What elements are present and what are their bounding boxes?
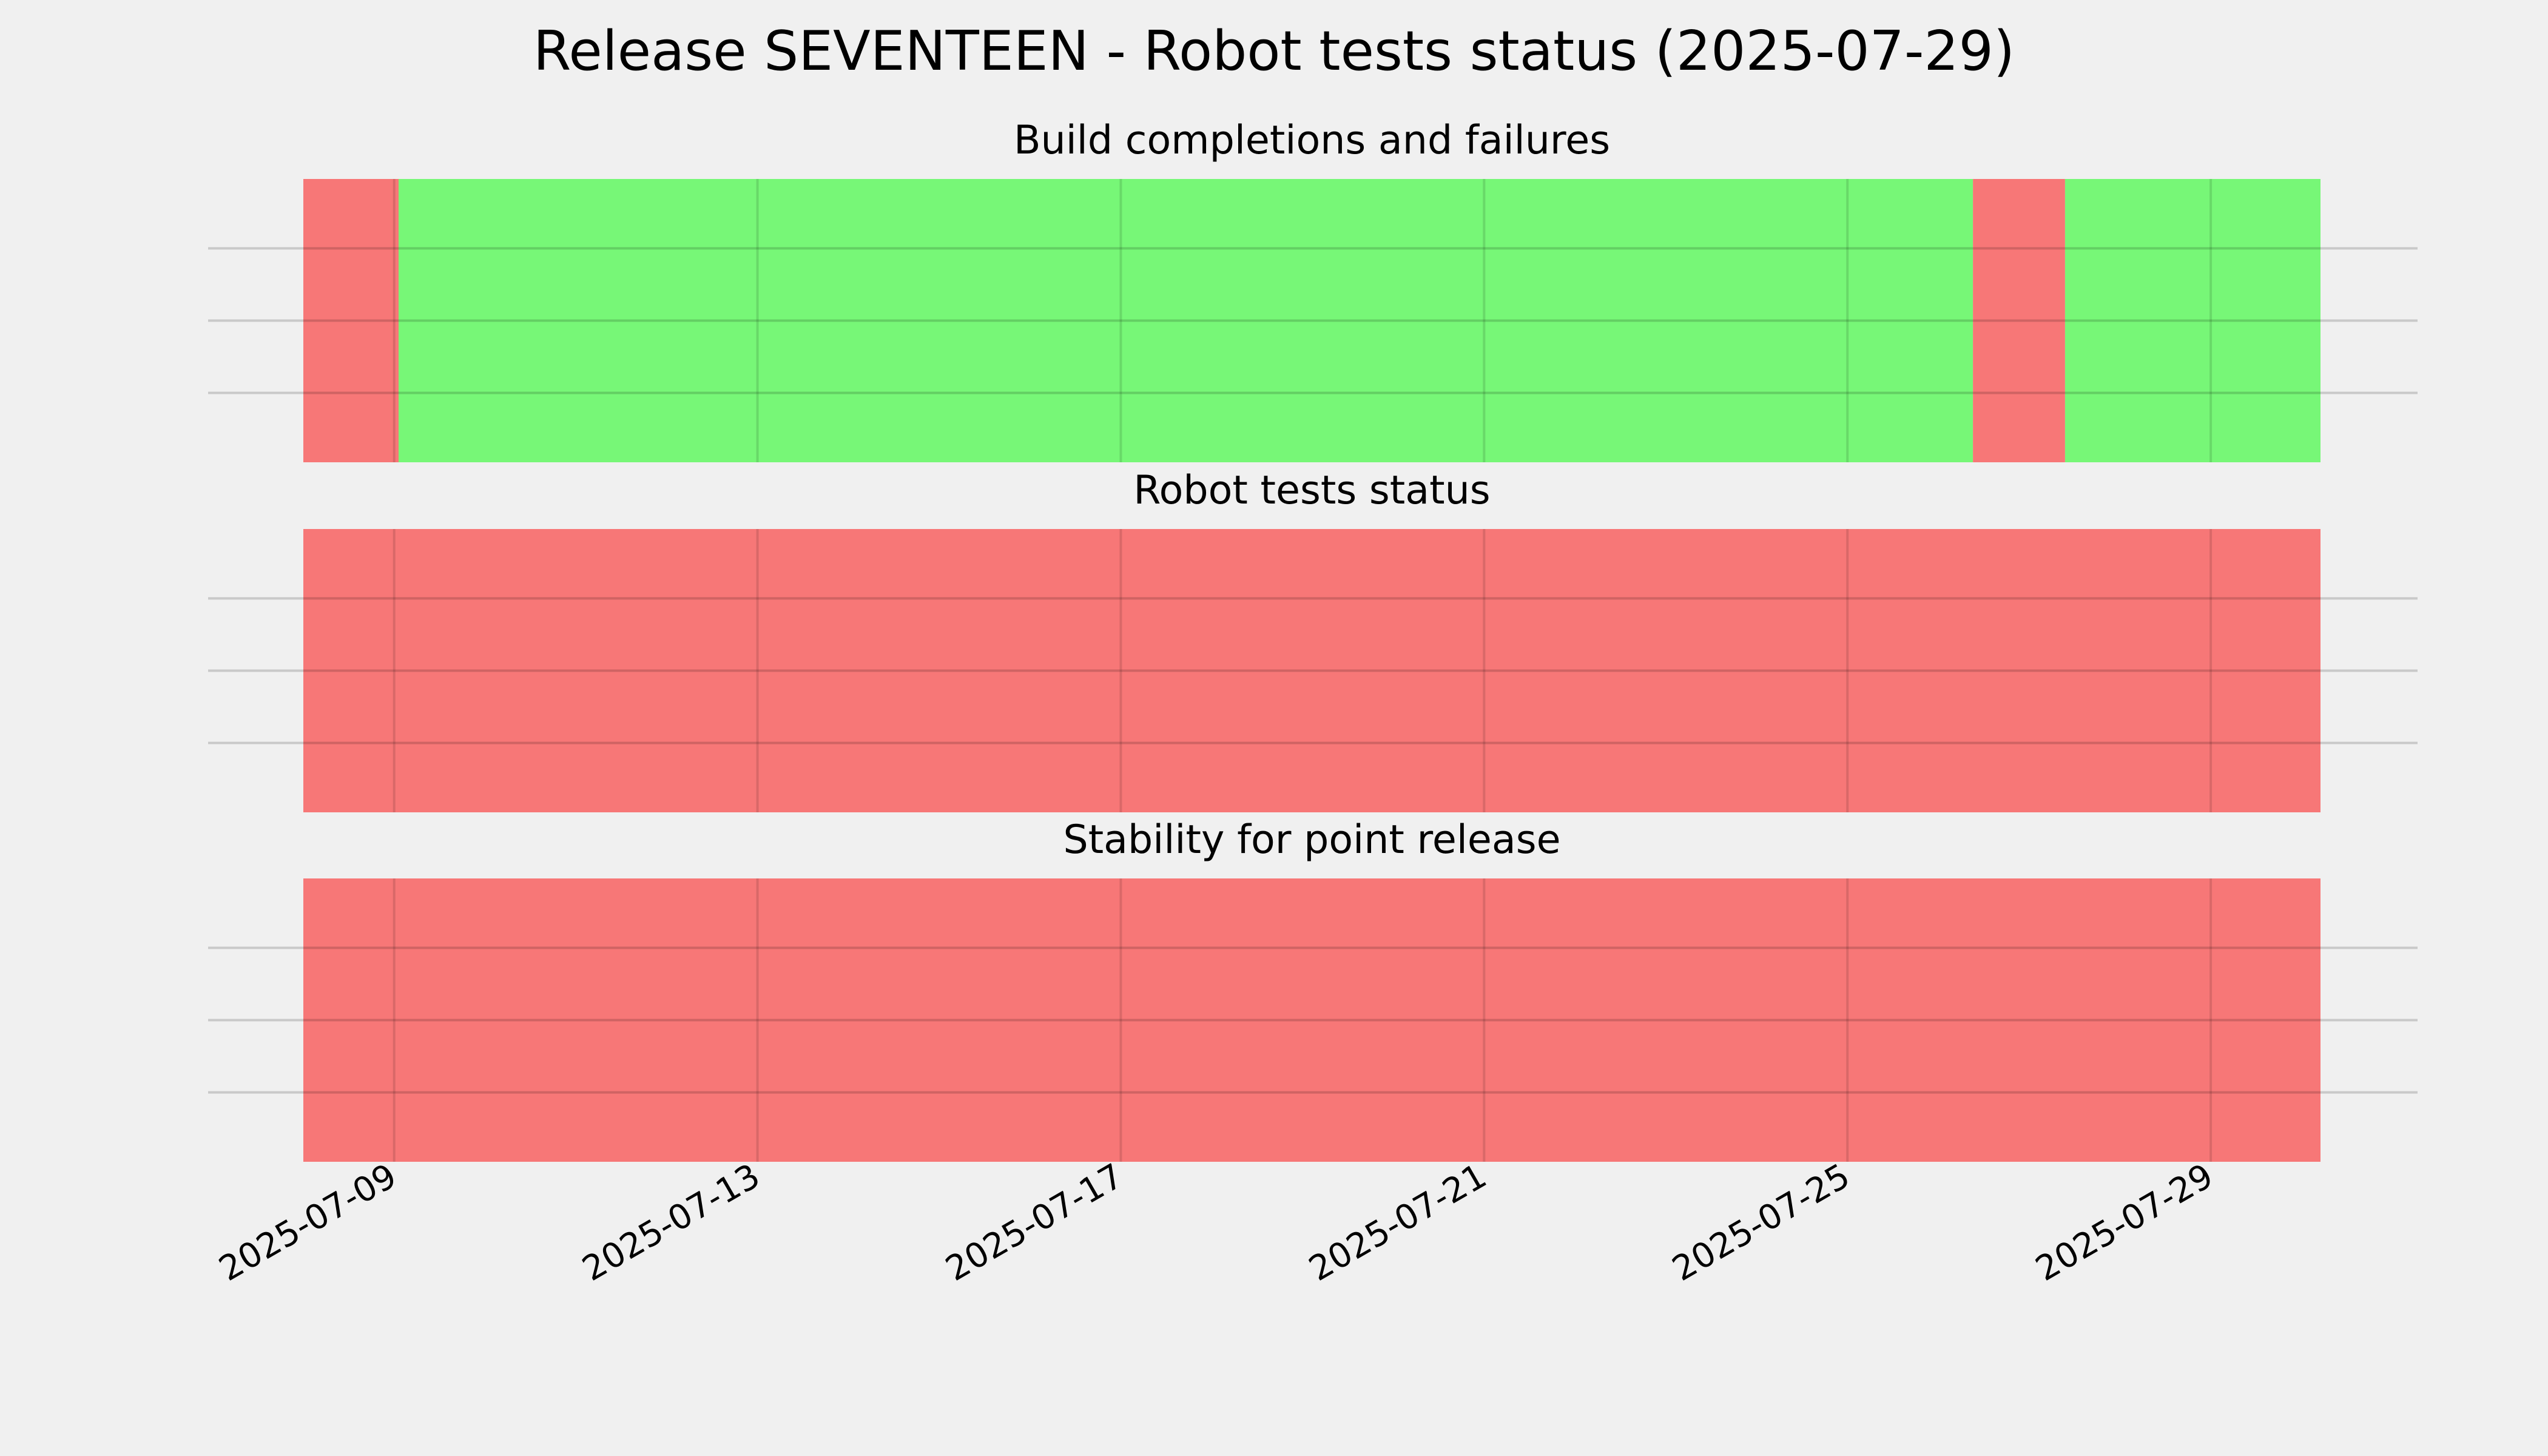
- x-tick-label: 2025-07-13: [576, 1156, 766, 1289]
- panel-0: Build completions and failures: [208, 118, 2418, 462]
- panel-2: Stability for point release: [208, 817, 2418, 1162]
- panel-title: Build completions and failures: [1014, 118, 1610, 163]
- status-segment-fail: [303, 179, 399, 462]
- panel-title: Robot tests status: [1133, 468, 1490, 513]
- status-segment-fail: [303, 878, 2320, 1162]
- x-axis-ticks: 2025-07-09 2025-07-13 2025-07-17 2025-07-21…: [212, 1156, 2220, 1289]
- status-segment-fail: [303, 529, 2320, 812]
- x-tick-label: 2025-07-25: [1666, 1156, 1856, 1289]
- status-segment-pass: [2064, 179, 2320, 462]
- panels: Build completions and failures Robot test…: [208, 118, 2418, 1162]
- x-tick-label: 2025-07-09: [212, 1156, 403, 1289]
- x-tick-label: 2025-07-29: [2029, 1156, 2220, 1289]
- panel-1: Robot tests status: [208, 468, 2418, 812]
- x-tick-label: 2025-07-21: [1303, 1156, 1493, 1289]
- chart-title: Release SEVENTEEN - Robot tests status (…: [533, 19, 2015, 83]
- status-segment-fail: [1973, 179, 2065, 462]
- status-segment-pass: [398, 179, 1973, 462]
- panel-title: Stability for point release: [1063, 817, 1560, 863]
- x-tick-label: 2025-07-17: [939, 1156, 1130, 1289]
